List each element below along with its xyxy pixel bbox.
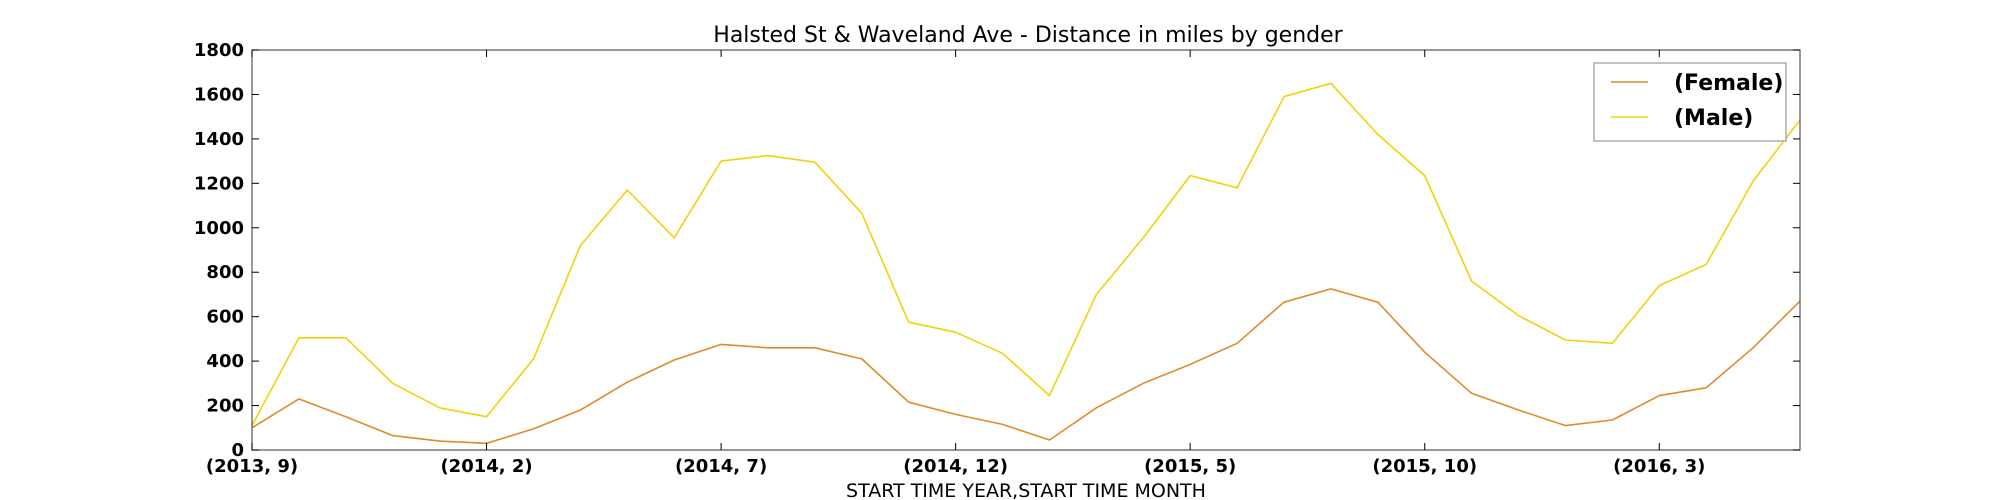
y-tick-label: 1200 [194,173,244,194]
y-tick-label: 1800 [194,40,244,61]
y-tick-label: 600 [206,307,244,328]
x-tick-label: (2015, 5) [1144,456,1236,477]
plot-frame [251,49,1801,451]
legend: (Female) (Male) [1593,62,1787,142]
x-tick-label: (2014, 7) [675,456,767,477]
y-tick-label: 200 [206,396,244,417]
legend-label-female: (Female) [1674,71,1783,96]
legend-label-male: (Male) [1674,106,1753,131]
legend-box [1593,62,1787,142]
y-tick-label: 1400 [194,129,244,150]
x-tick-label: (2014, 2) [440,456,532,477]
x-tick-label: (2015, 10) [1372,456,1477,477]
x-tick-label: (2014, 12) [903,456,1008,477]
y-tick-label: 1000 [194,218,244,239]
x-tick-label: (2016, 3) [1613,456,1705,477]
y-tick-label: 0 [231,440,244,461]
series-line-male [251,82,1801,426]
x-axis-label: START TIME YEAR,START TIME MONTH [846,480,1206,500]
y-tick-label: 1600 [194,84,244,105]
series-line-female [251,288,1801,445]
x-tick-label: (2013, 9) [206,456,298,477]
y-tick-label: 800 [206,262,244,283]
chart-title: Halsted St & Waveland Ave - Distance in … [713,23,1343,48]
y-tick-label: 400 [206,351,244,372]
